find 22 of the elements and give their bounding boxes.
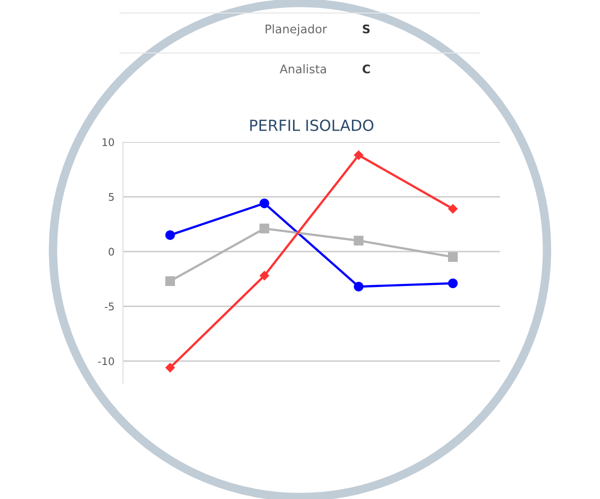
y-tick-label: 10 [102,138,114,146]
y-tick-label: -5 [104,302,114,310]
chart-title: PERFIL ISOLADO [250,120,374,132]
point [354,282,364,292]
point [354,150,364,160]
point [260,198,270,208]
point [448,252,458,262]
y-tick-label: -10 [98,357,114,366]
point [165,276,175,286]
point [260,271,269,280]
y-tick-label: 5 [108,193,114,201]
point [260,224,270,234]
point [166,363,175,372]
y-tick-label: 0 [108,248,114,256]
text: Planejador [266,24,327,36]
point [165,230,175,240]
point [448,204,458,214]
text: S [362,24,370,34]
text: Analista [280,64,326,74]
point [448,278,458,288]
point [354,236,364,246]
text: C [362,64,370,74]
